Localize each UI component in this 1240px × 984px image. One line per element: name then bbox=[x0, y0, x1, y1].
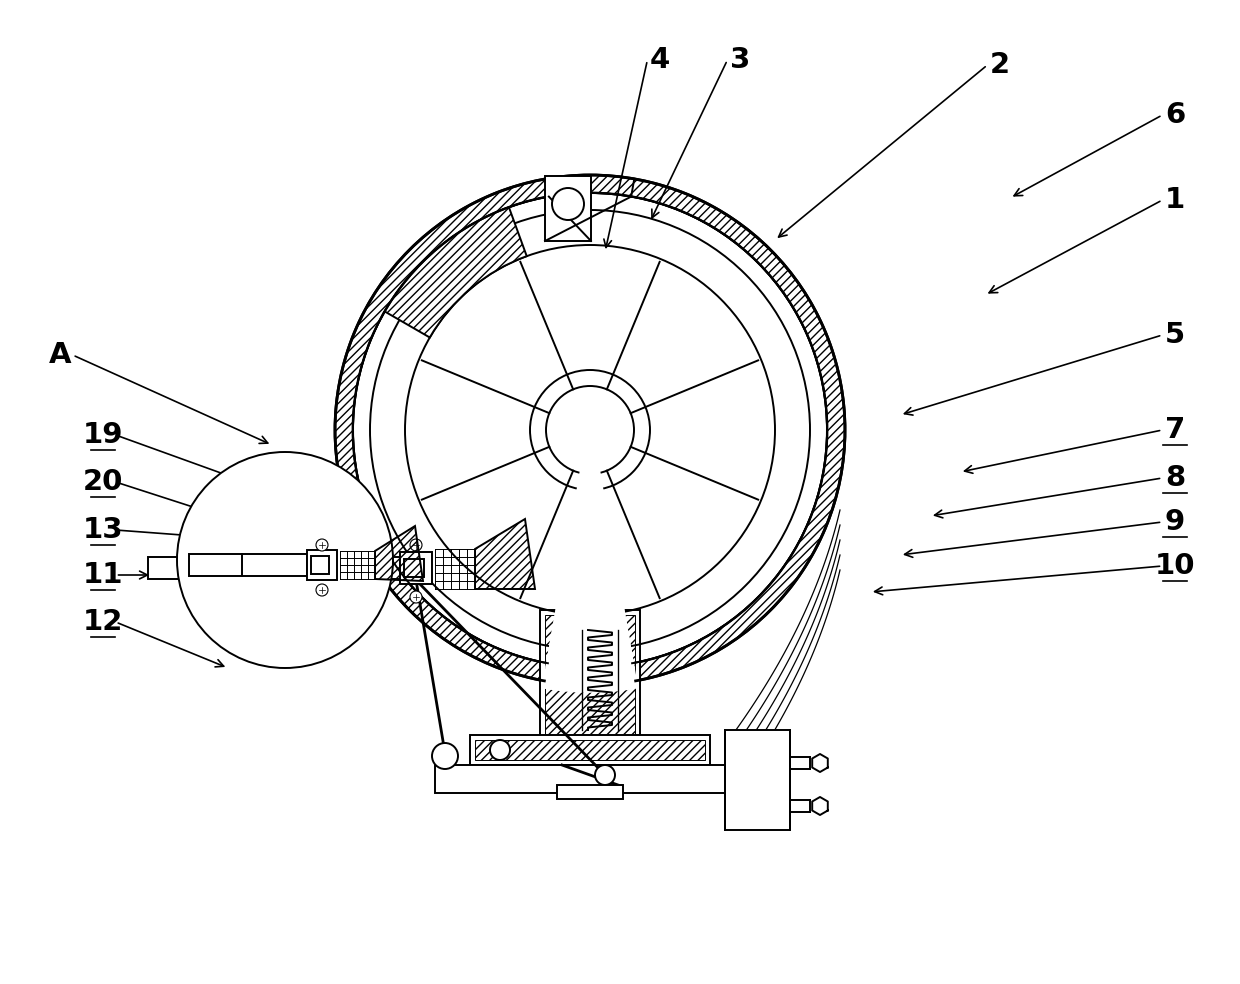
Text: 4: 4 bbox=[650, 46, 670, 74]
Wedge shape bbox=[384, 208, 527, 338]
Text: 11: 11 bbox=[83, 561, 123, 589]
Circle shape bbox=[353, 194, 826, 666]
Bar bbox=[435, 765, 790, 793]
Circle shape bbox=[552, 188, 584, 220]
Text: 20: 20 bbox=[83, 468, 123, 496]
Text: 12: 12 bbox=[83, 608, 123, 636]
Circle shape bbox=[529, 370, 650, 490]
Bar bbox=[557, 785, 622, 799]
Text: 7: 7 bbox=[1164, 416, 1185, 444]
Bar bbox=[470, 735, 711, 765]
Text: 10: 10 bbox=[1154, 552, 1195, 580]
Circle shape bbox=[410, 539, 422, 551]
Circle shape bbox=[334, 173, 847, 687]
Text: 5: 5 bbox=[1164, 321, 1185, 349]
Circle shape bbox=[316, 584, 329, 596]
Wedge shape bbox=[544, 430, 635, 690]
Text: A: A bbox=[48, 341, 71, 369]
Wedge shape bbox=[335, 175, 844, 685]
Bar bbox=[311, 556, 329, 574]
Bar bbox=[308, 550, 337, 580]
Text: 3: 3 bbox=[730, 46, 750, 74]
Circle shape bbox=[410, 591, 422, 603]
Bar bbox=[546, 176, 591, 241]
Bar bbox=[725, 730, 790, 830]
Text: 9: 9 bbox=[1164, 508, 1185, 536]
Circle shape bbox=[432, 743, 458, 769]
Text: 8: 8 bbox=[1164, 464, 1185, 492]
Bar bbox=[188, 554, 308, 576]
Text: 1: 1 bbox=[1164, 186, 1185, 214]
Bar bbox=[148, 557, 401, 579]
Circle shape bbox=[177, 452, 393, 668]
Bar bbox=[475, 740, 706, 760]
Bar bbox=[401, 552, 432, 584]
Circle shape bbox=[316, 539, 329, 551]
Circle shape bbox=[490, 740, 510, 760]
Bar bbox=[539, 610, 640, 760]
Text: 6: 6 bbox=[1164, 101, 1185, 129]
Bar bbox=[404, 559, 424, 577]
Circle shape bbox=[546, 386, 634, 474]
Text: 19: 19 bbox=[83, 421, 123, 449]
Circle shape bbox=[595, 765, 615, 785]
Text: 2: 2 bbox=[990, 51, 1011, 79]
Bar bbox=[546, 615, 635, 755]
Wedge shape bbox=[548, 430, 631, 669]
Text: 13: 13 bbox=[83, 516, 123, 544]
